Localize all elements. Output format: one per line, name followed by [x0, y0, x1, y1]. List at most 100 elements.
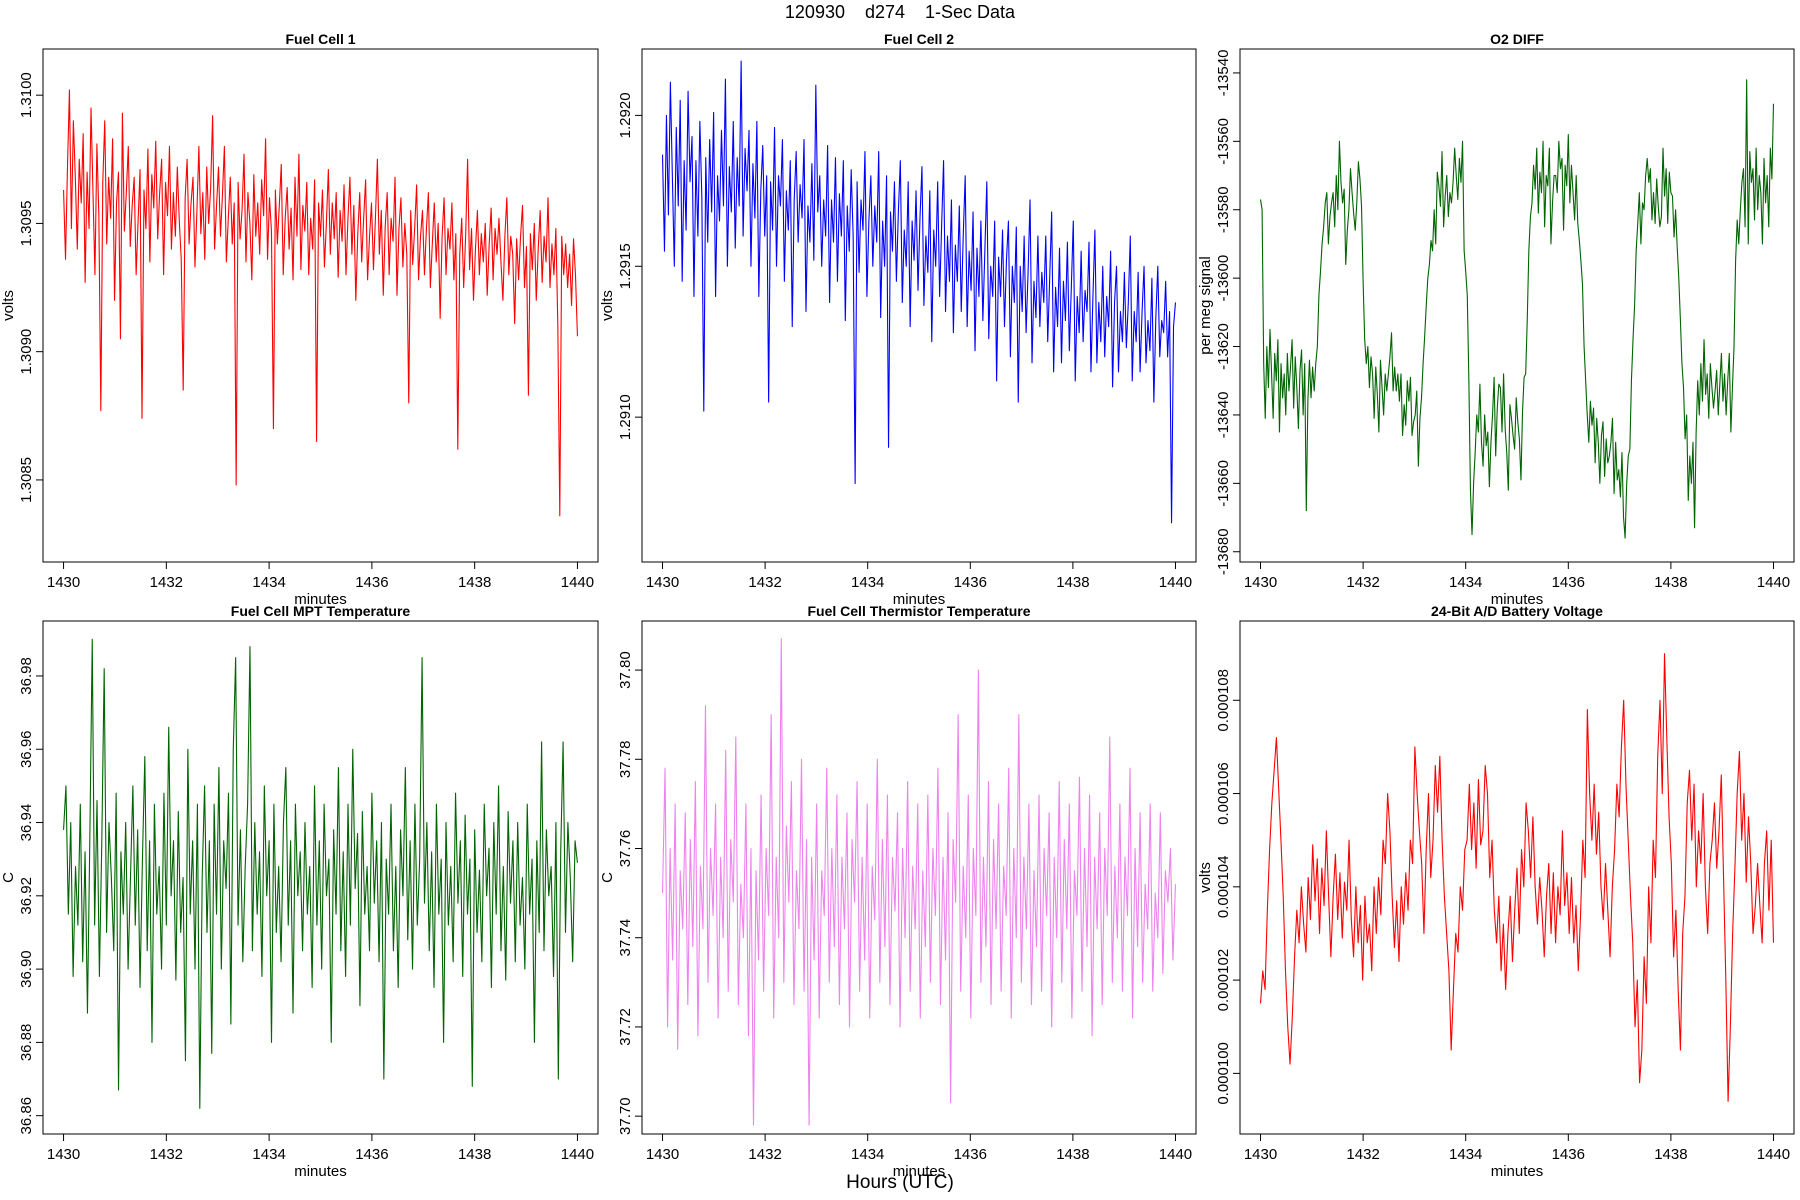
series-line [63, 89, 578, 517]
x-tick-label: 1436 [1552, 574, 1585, 591]
x-tick-label: 1430 [47, 1146, 80, 1163]
y-axis-label: volts [1197, 862, 1214, 893]
x-tick-label: 1436 [1552, 1146, 1585, 1163]
x-tick-label: 1432 [150, 1146, 183, 1163]
figure-title: 120930 d274 1-Sec Data [784, 2, 1016, 22]
plot-frame [42, 48, 599, 563]
x-tick-label: 1432 [150, 574, 183, 591]
x-tick-label: 1434 [1449, 574, 1482, 591]
x-tick-label: 1438 [1056, 1146, 1089, 1163]
x-tick-label: 1436 [355, 574, 388, 591]
x-tick-label: 1440 [1159, 1146, 1192, 1163]
x-tick-label: 1432 [1346, 1146, 1379, 1163]
y-tick-label: -13540 [1215, 50, 1232, 97]
panel-title: Fuel Cell MPT Temperature [231, 603, 411, 619]
x-tick-label: 1430 [1244, 1146, 1277, 1163]
x-axis-label: minutes [893, 591, 946, 608]
x-axis-label: minutes [1491, 1163, 1544, 1180]
y-tick-label: 36.88 [18, 1024, 35, 1062]
x-tick-label: 1438 [458, 574, 491, 591]
series-line [1259, 79, 1775, 539]
panel-2: Fuel Cell 2 1430 1432 1434 1436 1438 1440 minut… [599, 31, 1197, 608]
y-axis-label: volts [599, 290, 616, 321]
common-x-axis-label: Hours (UTC) [846, 1172, 954, 1193]
panel-title: Fuel Cell 2 [884, 31, 954, 47]
y-tick-label: 1.3085 [18, 457, 35, 503]
panel-3: O2 DIFF 1430 1432 1434 1436 1438 1440 minutes -1… [1197, 31, 1795, 608]
x-tick-label: 1432 [1346, 574, 1379, 591]
x-axis-label: minutes [294, 1163, 347, 1180]
x-tick-label: 1434 [1449, 1146, 1482, 1163]
x-tick-label: 1440 [1159, 574, 1192, 591]
y-tick-label: 0.000102 [1215, 949, 1232, 1012]
y-tick-label: -13660 [1215, 460, 1232, 507]
x-tick-label: 1438 [458, 1146, 491, 1163]
y-tick-label: 0.000104 [1215, 856, 1232, 919]
x-tick-label: 1432 [748, 1146, 781, 1163]
x-tick-label: 1440 [561, 574, 594, 591]
x-tick-label: 1440 [1757, 574, 1790, 591]
y-tick-label: 1.2915 [617, 243, 634, 289]
x-tick-label: 1440 [561, 1146, 594, 1163]
x-tick-label: 1432 [748, 574, 781, 591]
y-tick-label: 37.76 [617, 830, 634, 868]
y-axis-label: C [599, 872, 616, 883]
x-tick-label: 1430 [47, 574, 80, 591]
x-axis-label: minutes [893, 1163, 946, 1180]
y-tick-label: 1.2910 [617, 394, 634, 440]
x-axis-label: minutes [1491, 591, 1544, 608]
y-tick-label: 0.000106 [1215, 762, 1232, 825]
x-tick-label: 1438 [1654, 574, 1687, 591]
panel-title: Fuel Cell Thermistor Temperature [807, 603, 1030, 619]
panel-title: Fuel Cell 1 [285, 31, 355, 47]
x-tick-label: 1438 [1654, 1146, 1687, 1163]
x-axis-label: minutes [294, 591, 347, 608]
y-tick-label: 37.70 [617, 1097, 634, 1135]
x-tick-label: 1430 [646, 1146, 679, 1163]
y-tick-label: -13680 [1215, 528, 1232, 575]
panel-4: Fuel Cell MPT Temperature 1430 1432 1434 143… [0, 603, 599, 1180]
y-tick-label: 37.74 [617, 919, 634, 957]
y-tick-label: 1.3090 [18, 329, 35, 375]
y-tick-label: 37.72 [617, 1008, 634, 1046]
x-tick-label: 1438 [1056, 574, 1089, 591]
plot-frame [1239, 48, 1795, 563]
y-tick-label: 36.86 [18, 1097, 35, 1135]
x-tick-label: 1434 [252, 1146, 285, 1163]
y-axis-label: C [0, 872, 17, 883]
y-tick-label: -13580 [1215, 186, 1232, 233]
y-tick-label: -13640 [1215, 392, 1232, 439]
y-axis-label: per meg signal [1197, 256, 1214, 354]
x-tick-label: 1434 [252, 574, 285, 591]
plot-frame [641, 48, 1197, 563]
y-tick-label: 36.94 [18, 804, 35, 842]
x-tick-label: 1436 [954, 574, 987, 591]
y-tick-label: 37.78 [617, 741, 634, 779]
x-tick-label: 1436 [954, 1146, 987, 1163]
y-axis-label: volts [0, 290, 17, 321]
y-tick-label: 36.96 [18, 730, 35, 768]
series-line [661, 638, 1177, 1126]
series-line [63, 638, 578, 1109]
y-tick-label: 1.3095 [18, 200, 35, 246]
x-tick-label: 1430 [1244, 574, 1277, 591]
panel-1: Fuel Cell 1 1430 1432 1434 1436 1438 1440 minut… [0, 31, 599, 608]
y-tick-label: 36.92 [18, 877, 35, 915]
x-tick-label: 1434 [851, 574, 884, 591]
y-tick-label: -13620 [1215, 323, 1232, 370]
y-tick-label: 0.000100 [1215, 1042, 1232, 1105]
plot-frame [1239, 620, 1795, 1135]
panel-title: O2 DIFF [1490, 31, 1544, 47]
series-line [1259, 653, 1775, 1102]
panel-5: Fuel Cell Thermistor Temperature 1430 1432… [599, 603, 1197, 1180]
x-tick-label: 1440 [1757, 1146, 1790, 1163]
y-tick-label: 1.2920 [617, 92, 634, 138]
y-tick-label: 0.000108 [1215, 669, 1232, 732]
x-tick-label: 1436 [355, 1146, 388, 1163]
x-tick-label: 1430 [646, 574, 679, 591]
y-tick-label: -13560 [1215, 118, 1232, 165]
y-tick-label: 37.80 [617, 651, 634, 689]
series-line [661, 60, 1177, 524]
panel-6: 24-Bit A/D Battery Voltage 1430 1432 1434 14… [1197, 603, 1795, 1180]
